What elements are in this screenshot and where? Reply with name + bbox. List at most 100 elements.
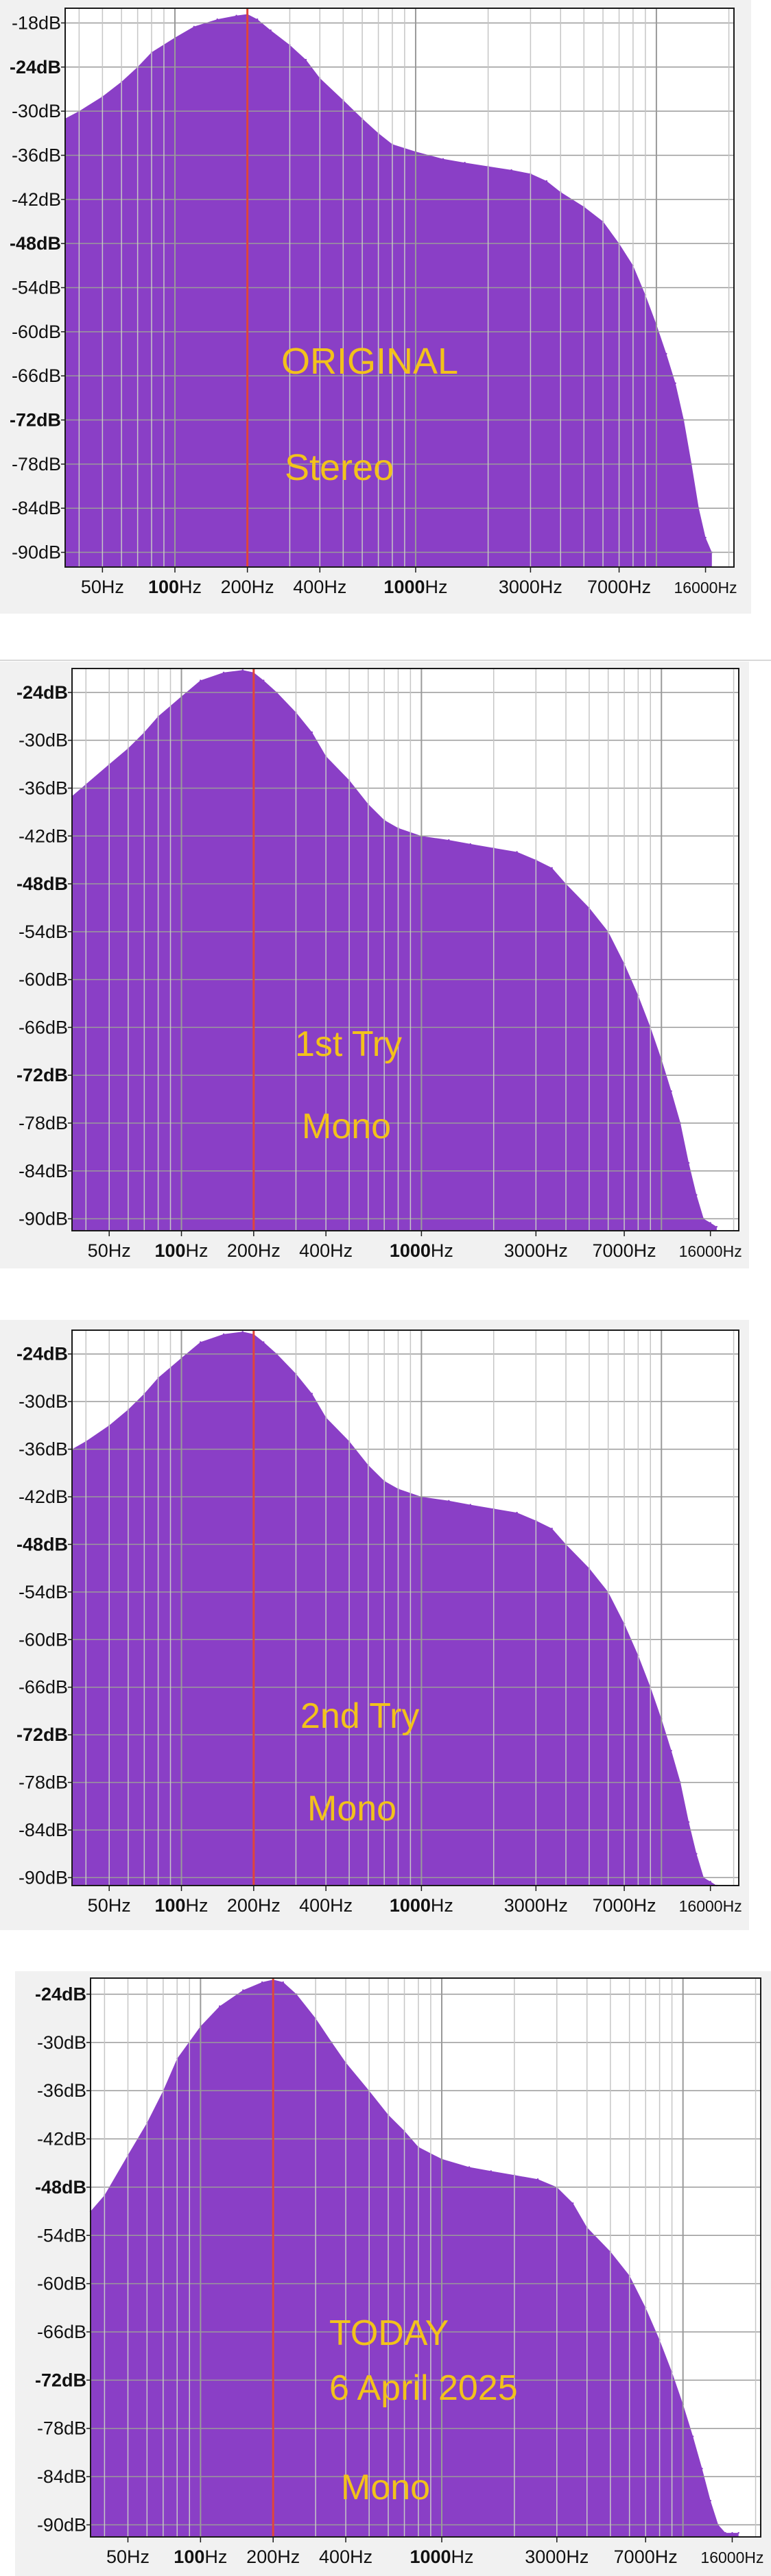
spectrum-point xyxy=(442,158,444,160)
x-tick-label: 16000Hz xyxy=(679,1242,742,1260)
x-tick-label: 200Hz xyxy=(227,1895,281,1916)
spectrum-chart: -24dB -30dB -36dB -42dB -48dB -54dB -60dB -66dB… xyxy=(15,1971,771,2576)
x-tick-label: 16000Hz xyxy=(700,2549,763,2566)
x-tick-label: 50Hz xyxy=(106,2547,150,2567)
y-tick-label: -90dB xyxy=(19,1209,68,1229)
spectrum-point xyxy=(311,731,313,734)
annotation-label: ORIGINAL xyxy=(281,341,458,382)
annotation-label: Mono xyxy=(302,1107,391,1146)
y-tick-label: -24dB xyxy=(16,682,68,703)
annotation-label: TODAY xyxy=(329,2313,449,2353)
spectrum-point xyxy=(709,1881,711,1883)
y-tick-label: -84dB xyxy=(12,498,61,518)
y-tick-label: -30dB xyxy=(19,1391,68,1412)
y-tick-label: -54dB xyxy=(12,278,61,298)
spectrum-point xyxy=(572,2202,574,2204)
x-tick-label: 3000Hz xyxy=(504,1895,568,1916)
y-tick-label: -84dB xyxy=(19,1820,68,1840)
x-tick-label: 400Hz xyxy=(299,1240,353,1261)
y-tick-label: -30dB xyxy=(37,2032,86,2053)
y-tick-label: -30dB xyxy=(12,101,61,121)
y-tick-label: -54dB xyxy=(19,922,68,942)
spectrum-point xyxy=(731,2531,733,2534)
y-tick-label: -48dB xyxy=(10,233,61,254)
spectrum-point xyxy=(222,671,225,673)
spectrum-point xyxy=(242,1989,244,1991)
spectrum-point xyxy=(551,867,553,869)
spectrum-panel-1st-try: -24dB -30dB -36dB -42dB -48dB -54dB -60dB -66dB… xyxy=(0,662,749,1268)
spectrum-point xyxy=(263,1341,265,1343)
spectrum-point xyxy=(709,1222,711,1224)
x-tick-label: 3000Hz xyxy=(504,1240,568,1261)
panel-gap xyxy=(0,1930,771,1971)
x-tick-label: 16000Hz xyxy=(674,579,737,597)
y-tick-label: -66dB xyxy=(19,1017,68,1037)
spectrum-point xyxy=(737,2531,739,2534)
y-tick-label: -78dB xyxy=(37,2418,86,2439)
x-tick-label: 7000Hz xyxy=(593,1895,656,1916)
spectrum-panel-today: -24dB -30dB -36dB -42dB -48dB -54dB -60dB -66dB… xyxy=(15,1971,771,2576)
spectrum-point xyxy=(193,25,195,27)
y-tick-label: -78dB xyxy=(19,1772,68,1793)
y-tick-label: -66dB xyxy=(37,2322,86,2342)
x-tick-label: 7000Hz xyxy=(593,1240,656,1261)
x-tick-label: 400Hz xyxy=(299,1895,353,1916)
x-tick-label: 100Hz xyxy=(174,2547,227,2567)
spectrum-point xyxy=(219,2005,221,2008)
spectrum-point xyxy=(687,1821,690,1823)
x-tick-label: 200Hz xyxy=(221,577,274,597)
spectrum-point xyxy=(261,1981,263,1984)
spectrum-point xyxy=(241,669,244,671)
spectrum-point xyxy=(257,18,259,21)
spectrum-point xyxy=(696,1194,698,1196)
plot-frame xyxy=(71,668,739,1231)
spectrum-point xyxy=(200,679,202,682)
y-tick-label: -24dB xyxy=(16,1344,68,1364)
x-tick-label: 50Hz xyxy=(88,1895,131,1916)
spectrum-point xyxy=(235,14,237,16)
y-tick-label: -36dB xyxy=(12,145,61,165)
spectrum-point xyxy=(704,536,707,539)
spectrum-point xyxy=(305,58,307,61)
y-tick-label: -48dB xyxy=(16,874,68,894)
panel-gap xyxy=(0,1268,771,1320)
spectrum-point xyxy=(469,1504,471,1506)
spectrum-point xyxy=(516,1511,518,1514)
y-tick-label: -48dB xyxy=(16,1534,68,1554)
x-tick-label: 400Hz xyxy=(319,2547,372,2567)
panel-gap xyxy=(0,614,771,658)
y-tick-label: -42dB xyxy=(19,826,68,846)
x-tick-label: 50Hz xyxy=(81,577,124,597)
spectrum-point xyxy=(687,1161,690,1164)
spectrum-chart: -24dB -30dB -36dB -42dB -48dB -54dB -60dB -66dB… xyxy=(0,1320,749,1930)
y-tick-label: -48dB xyxy=(35,2177,86,2198)
spectrum-area xyxy=(91,1979,739,2537)
x-tick-label: 16000Hz xyxy=(679,1897,742,1915)
spectrum-point xyxy=(282,1981,284,1984)
y-tick-label: -42dB xyxy=(19,1486,68,1507)
x-tick-label: 100Hz xyxy=(154,1895,208,1916)
spectrum-point xyxy=(551,1528,553,1530)
y-tick-label: -90dB xyxy=(19,1867,68,1888)
spectrum-area xyxy=(72,1332,717,1886)
x-tick-label: 50Hz xyxy=(88,1240,131,1261)
spectrum-point xyxy=(216,18,218,21)
y-tick-label: -78dB xyxy=(12,454,61,474)
x-tick-label: 400Hz xyxy=(293,577,346,597)
y-tick-label: -36dB xyxy=(19,778,68,798)
y-tick-label: -60dB xyxy=(19,1629,68,1650)
y-tick-label: -24dB xyxy=(10,57,61,77)
spectrum-point xyxy=(468,2166,471,2168)
spectrum-point xyxy=(490,2170,492,2172)
spectrum-point xyxy=(448,1500,450,1502)
y-tick-label: -72dB xyxy=(10,410,61,431)
y-tick-label: -36dB xyxy=(37,2080,86,2101)
x-tick-label: 1000Hz xyxy=(390,1240,453,1261)
spectrum-panel-2nd-try: -24dB -30dB -36dB -42dB -48dB -54dB -60dB -66dB… xyxy=(0,1320,749,1930)
spectrum-chart: -18dB -24dB -30dB -36dB -42dB -48dB -54dB -60dB… xyxy=(0,0,751,614)
spectrum-point xyxy=(200,1341,202,1343)
panel-separator xyxy=(0,660,771,661)
spectrum-point xyxy=(222,1333,225,1335)
spectrum-point xyxy=(311,1393,313,1395)
y-tick-label: -72dB xyxy=(16,1724,68,1745)
